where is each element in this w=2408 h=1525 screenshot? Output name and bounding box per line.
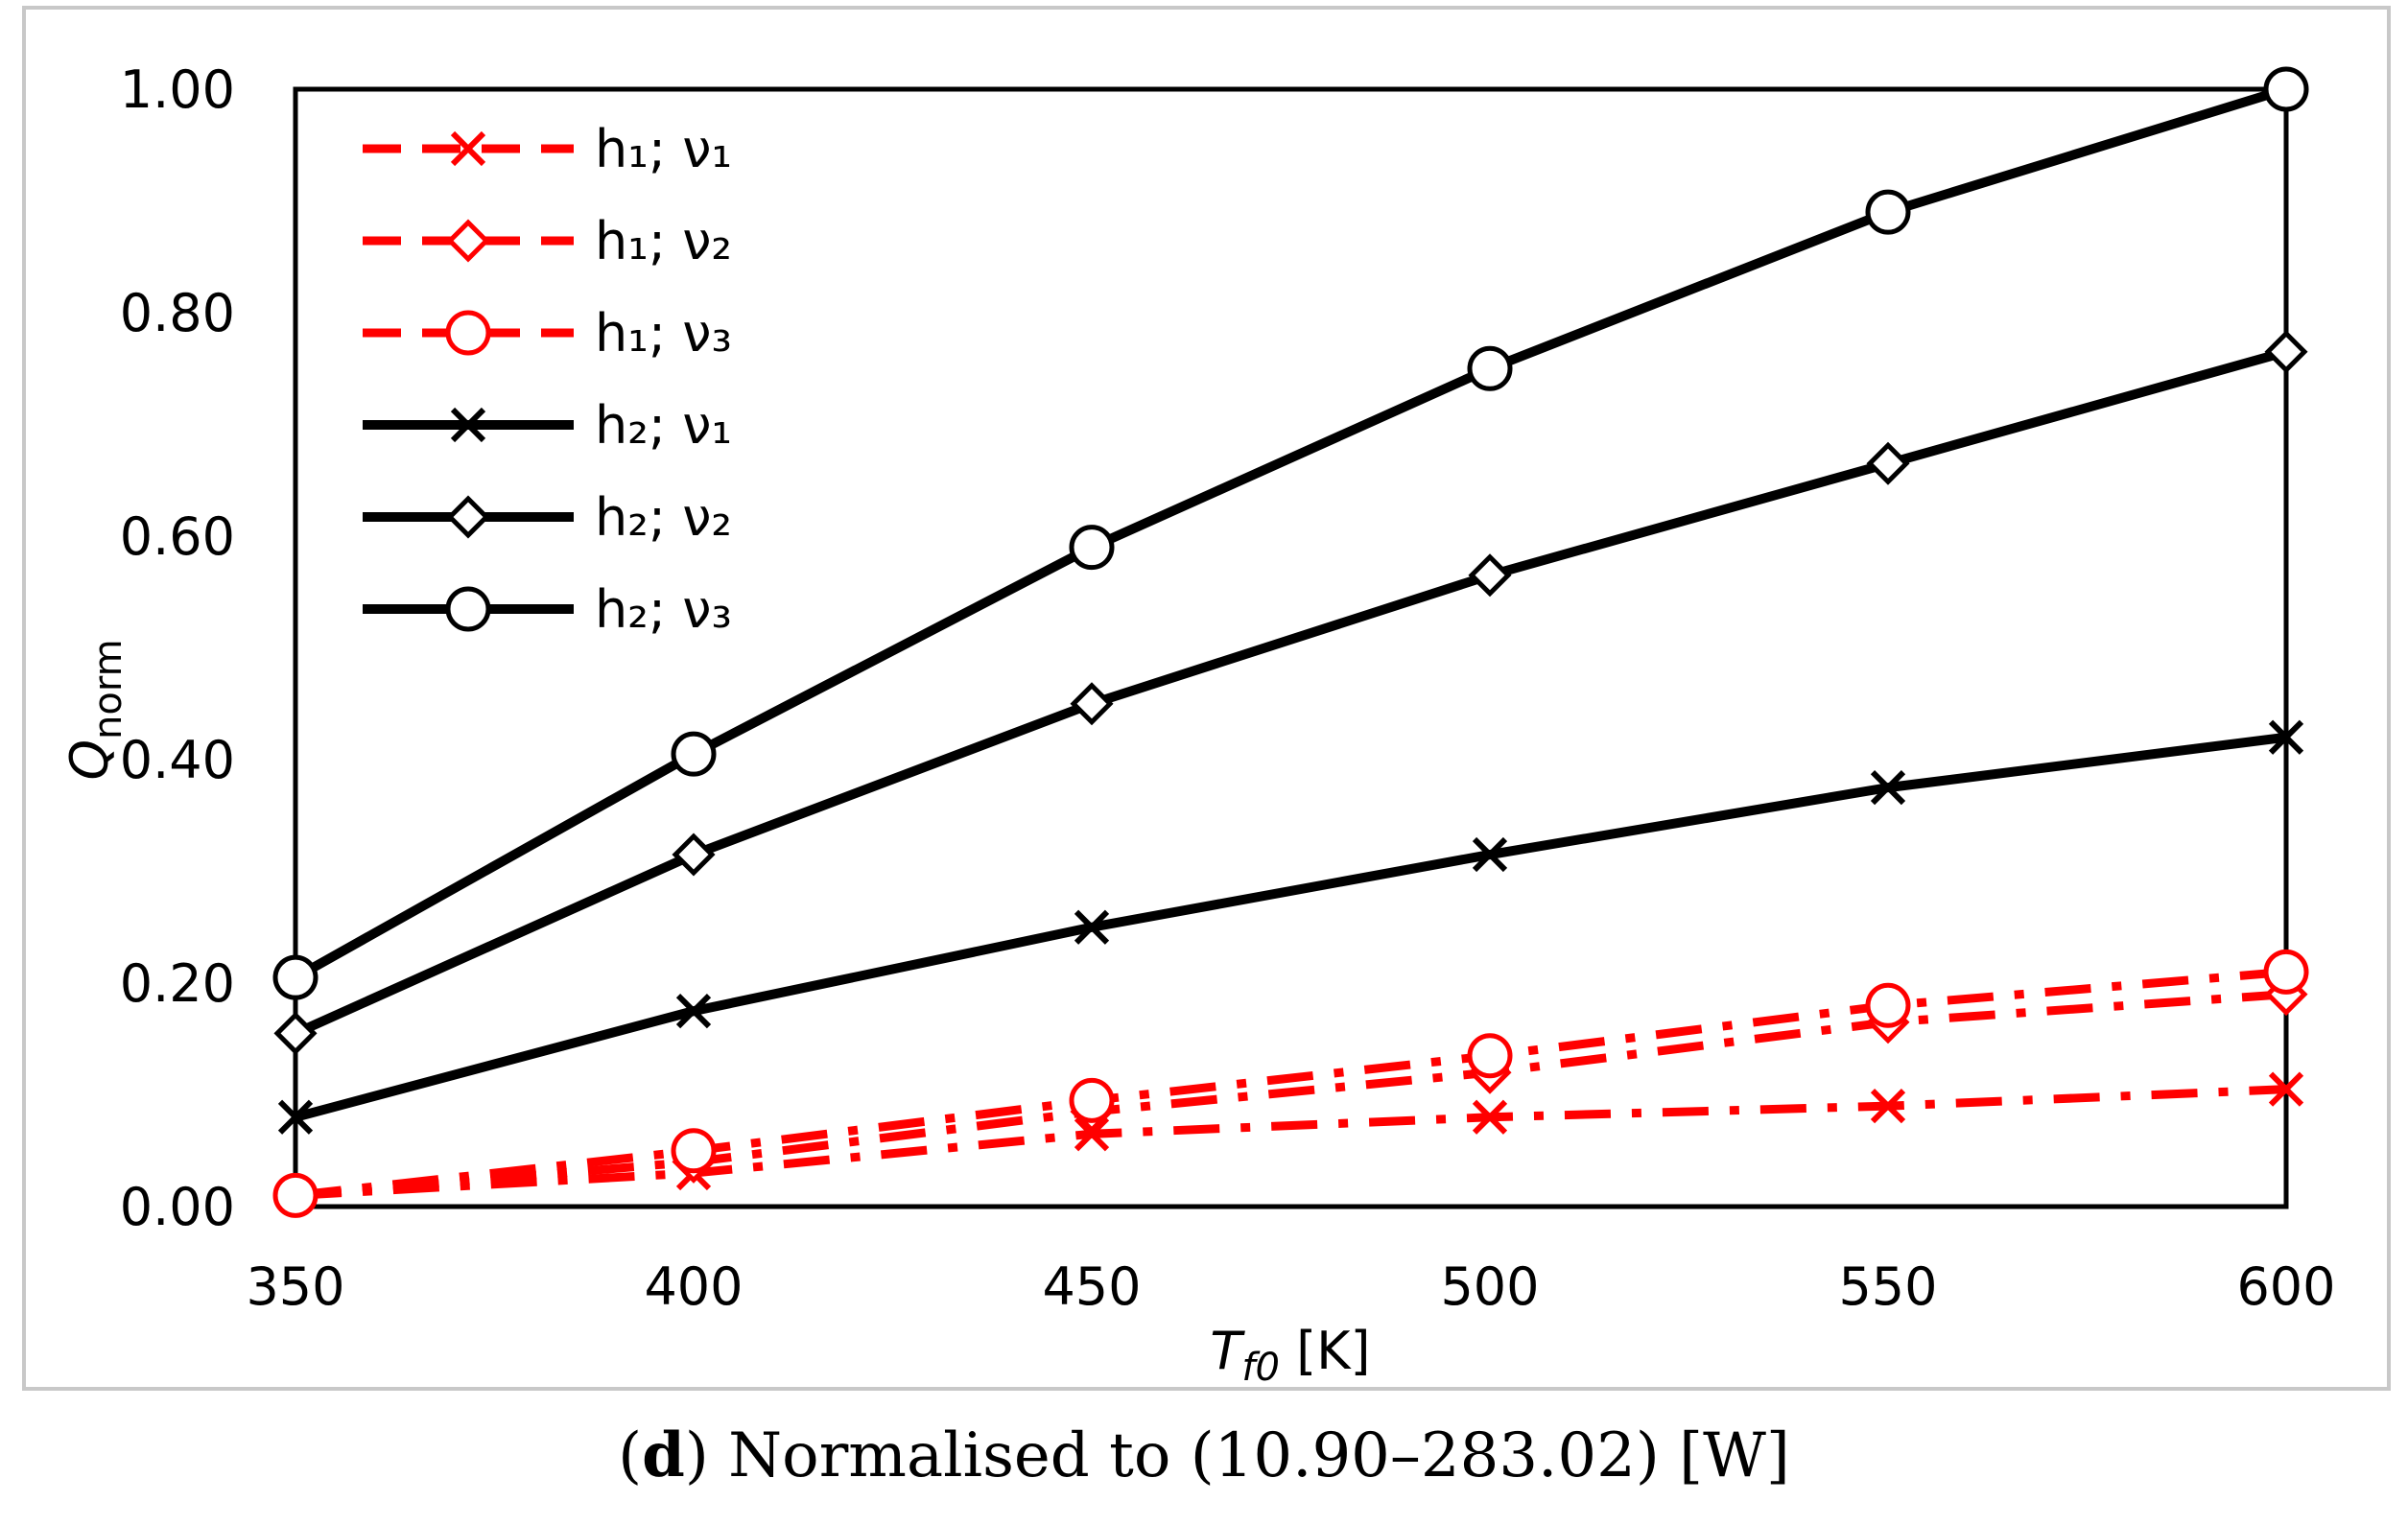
figure-caption: (d) Normalised to (10.90–283.02) [W] xyxy=(618,1419,1790,1491)
legend-label: h₁; ν₂ xyxy=(595,211,732,271)
y-tick-label: 0.20 xyxy=(120,953,235,1014)
y-tick-label: 0.40 xyxy=(120,730,235,790)
series-line xyxy=(295,967,2287,1200)
marker-diamond xyxy=(1070,682,1114,726)
marker-x xyxy=(450,407,486,443)
legend-entry: h₂; ν₁ xyxy=(363,395,732,456)
legend-label: h₂; ν₃ xyxy=(595,579,732,640)
series-3 xyxy=(272,949,2309,1218)
marker-circle xyxy=(1467,1033,1513,1079)
marker-x xyxy=(2268,1071,2304,1107)
marker-circle xyxy=(671,1128,717,1174)
marker-circle xyxy=(1865,982,1911,1028)
marker-x xyxy=(1870,770,1906,806)
legend-entry: h₁; ν₂ xyxy=(363,211,732,271)
y-axis-title-main: Q xyxy=(59,739,120,781)
series-line xyxy=(293,346,2288,1038)
y-axis-title-sub: norm xyxy=(86,639,130,739)
series-line xyxy=(295,1085,2287,1200)
legend-entry: h₂; ν₂ xyxy=(363,487,732,548)
x-axis-title-unit: [K] xyxy=(1280,1321,1371,1381)
marker-diamond xyxy=(672,833,716,877)
y-tick-label: 0.00 xyxy=(120,1177,235,1237)
series-line xyxy=(295,990,2287,1200)
series-line xyxy=(294,732,2287,1122)
y-axis-ticks: 0.00 0.20 0.40 0.60 0.80 1.00 xyxy=(120,59,235,1237)
legend-label: h₂; ν₂ xyxy=(595,487,732,548)
legend-entry: h₁; ν₃ xyxy=(363,303,732,364)
marker-diamond xyxy=(446,219,490,263)
y-axis-title: Qnorm xyxy=(59,639,130,780)
caption-text: Normalised to (10.90–283.02) [W] xyxy=(708,1420,1790,1491)
x-axis-title-sub: f0 xyxy=(1241,1346,1280,1390)
marker-x xyxy=(1870,1089,1906,1124)
x-axis-title: Tf0 [K] xyxy=(1210,1321,1370,1390)
marker-circle xyxy=(2263,66,2309,112)
legend-label: h₁; ν₁ xyxy=(595,119,732,179)
marker-x xyxy=(1074,909,1110,945)
x-axis-title-main: T xyxy=(1210,1321,1245,1381)
marker-circle xyxy=(272,954,319,1000)
x-tick-label: 450 xyxy=(1042,1256,1141,1317)
marker-diamond xyxy=(446,495,490,539)
x-tick-label: 400 xyxy=(644,1256,743,1317)
marker-x xyxy=(1074,1116,1110,1152)
marker-circle xyxy=(1069,525,1115,571)
series-2 xyxy=(273,973,2308,1217)
x-tick-label: 600 xyxy=(2236,1256,2335,1317)
marker-x xyxy=(1472,836,1508,873)
marker-x xyxy=(675,994,712,1029)
legend: h₁; ν₁ h₁; ν₂ h₁; ν₃ h₂; ν₁ h₂; ν₂ h₂; ν₃ xyxy=(363,119,732,640)
x-tick-label: 350 xyxy=(246,1256,344,1317)
x-axis-ticks: 350 400 450 500 550 600 xyxy=(246,1256,2335,1317)
marker-circle xyxy=(2263,949,2309,995)
legend-label: h₁; ν₃ xyxy=(595,303,732,364)
marker-circle xyxy=(445,310,491,356)
marker-circle xyxy=(1069,1077,1115,1123)
marker-circle xyxy=(671,731,717,777)
marker-x xyxy=(450,130,486,167)
marker-diamond xyxy=(2264,330,2308,374)
series-layer xyxy=(272,66,2309,1218)
series-1 xyxy=(277,1071,2304,1213)
y-tick-label: 1.00 xyxy=(120,59,235,120)
legend-label: h₂; ν₁ xyxy=(595,395,732,456)
marker-diamond xyxy=(1468,553,1512,598)
figure-border xyxy=(22,6,2391,1391)
series-4 xyxy=(277,719,2304,1135)
marker-circle xyxy=(1467,345,1513,391)
x-tick-label: 550 xyxy=(1838,1256,1937,1317)
x-tick-label: 500 xyxy=(1440,1256,1539,1317)
series-6 xyxy=(272,66,2309,1000)
y-tick-label: 0.60 xyxy=(120,506,235,567)
caption-letter: d xyxy=(642,1419,685,1491)
marker-diamond xyxy=(1866,441,1910,485)
series-5 xyxy=(273,330,2308,1055)
marker-circle xyxy=(445,586,491,632)
legend-entry: h₁; ν₁ xyxy=(363,119,732,179)
marker-x xyxy=(2268,719,2304,755)
legend-entry: h₂; ν₃ xyxy=(363,579,732,640)
marker-x xyxy=(277,1099,314,1135)
marker-circle xyxy=(272,1172,319,1218)
y-tick-label: 0.80 xyxy=(120,283,235,343)
plot-area xyxy=(293,86,2289,1209)
marker-x xyxy=(1472,1099,1508,1135)
marker-circle xyxy=(1865,189,1911,235)
marker-diamond xyxy=(273,1011,318,1055)
series-line xyxy=(293,84,2288,982)
